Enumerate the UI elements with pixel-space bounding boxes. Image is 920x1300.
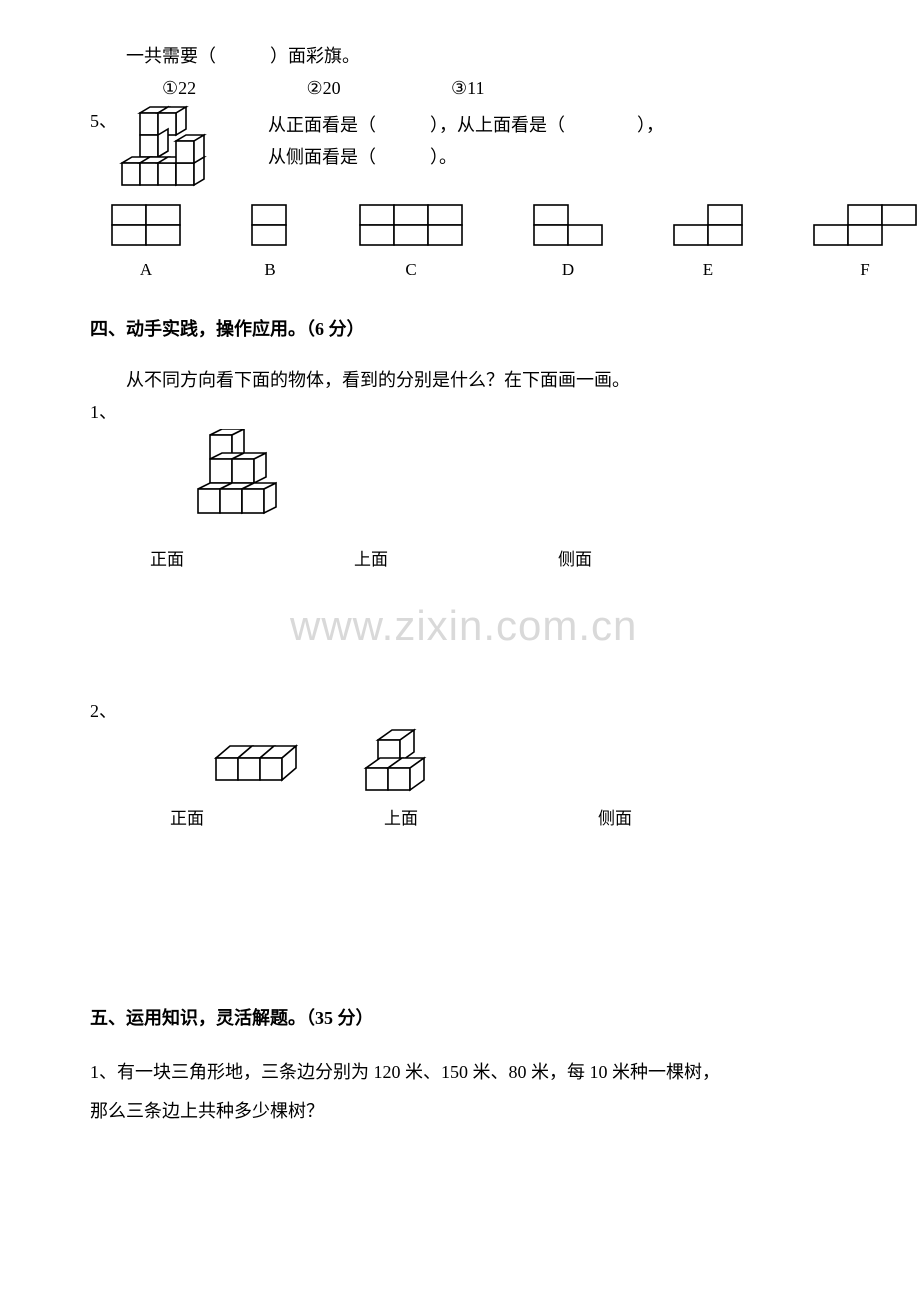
option-b: B: [250, 203, 290, 286]
q5-line1: 从正面看是（ ），从上面看是（ ），: [268, 109, 830, 141]
s4-q1-figure-icon: [180, 429, 830, 539]
view-top-2: 上面: [384, 804, 418, 835]
choice-3: ③11: [451, 72, 484, 104]
q5-number: 5、: [90, 105, 118, 137]
choice-2: ②20: [307, 72, 447, 104]
q2-fig-left-icon: [210, 728, 330, 798]
option-d: D: [532, 203, 604, 286]
option-f: F: [812, 203, 918, 286]
view-top-1: 上面: [354, 545, 388, 576]
prev-question-text: 一共需要（ ）面彩旗。: [90, 40, 830, 72]
section4-title: 四、动手实践，操作应用。（6 分）: [90, 313, 830, 345]
option-a: A: [110, 203, 182, 286]
option-c: C: [358, 203, 464, 286]
s5-q1-line2: 那么三条边上共种多少棵树？: [90, 1092, 830, 1132]
q5-line2: 从侧面看是（ ）。: [268, 141, 830, 173]
q5-options: A B C D E F: [110, 203, 830, 286]
s5-q1-line1: 1、有一块三角形地，三条边分别为 120 米、150 米、80 米，每 10 米…: [90, 1053, 830, 1093]
s4-q1-number: 1、: [90, 396, 830, 428]
view-side-2: 侧面: [598, 804, 632, 835]
s4-q2-number: 2、: [90, 695, 830, 727]
q2-fig-right-icon: [360, 728, 470, 798]
option-e: E: [672, 203, 744, 286]
view-front-2: 正面: [170, 804, 204, 835]
choice-1: ①22: [162, 72, 302, 104]
q5-figure-icon: [118, 105, 268, 195]
s4-q2-figures: [210, 728, 830, 798]
view-front-1: 正面: [150, 545, 184, 576]
section5-title: 五、运用知识，灵活解题。（35 分）: [90, 1002, 830, 1034]
section4-desc: 从不同方向看下面的物体，看到的分别是什么？在下面画一画。: [90, 364, 830, 396]
view-side-1: 侧面: [558, 545, 592, 576]
